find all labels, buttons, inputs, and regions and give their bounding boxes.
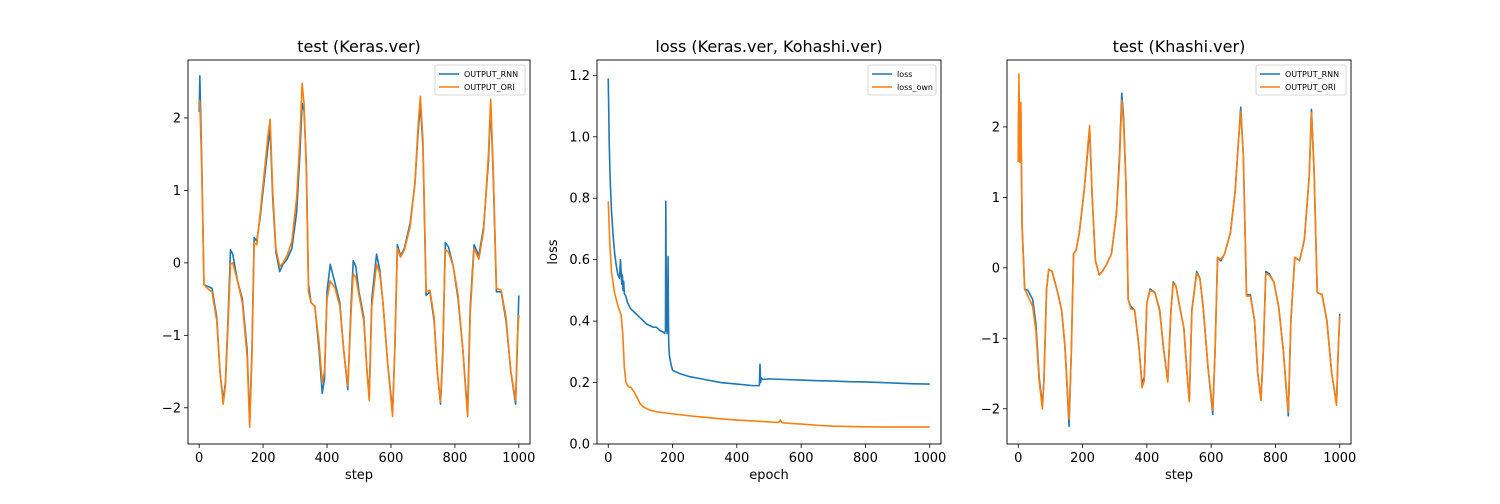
y-tick-label: 2: [173, 111, 181, 126]
y-tick-label: 1: [992, 191, 1000, 206]
plot-frame: [1006, 59, 1352, 445]
chart-panel-2: 0 200 400 600 800 1000 0.0 0.2 0.4 0.6 0.8 1.0 1.2 lo…: [546, 37, 946, 483]
x-tick-label: 200: [1070, 451, 1095, 466]
chart-panel-1: 0 200 400 600 800 1000 −2 −1 0 1 2 test (Keras.ver)…: [162, 37, 536, 483]
series-line-OUTPUT_ORI: [198, 82, 520, 429]
y-tick-label: 1: [173, 184, 181, 199]
y-tick-label: 0.8: [569, 192, 590, 207]
x-tick-label: 600: [1199, 451, 1224, 466]
chart-title: loss (Keras.ver, Kohashi.ver): [655, 37, 882, 56]
x-tick-label: 200: [660, 451, 685, 466]
x-tick-label: 1000: [502, 451, 535, 466]
y-axis-label: loss: [546, 239, 561, 264]
y-tick-label: 0: [173, 256, 181, 271]
y-tick-label: −2: [981, 402, 1000, 417]
x-tick-label: 800: [1263, 451, 1288, 466]
legend-label-loss: loss: [897, 70, 912, 79]
legend-label-OUTPUT_ORI: OUTPUT_ORI: [464, 83, 515, 92]
x-tick-label: 400: [315, 451, 340, 466]
x-tick-label: 800: [442, 451, 467, 466]
legend: OUTPUT_RNN OUTPUT_ORI: [1255, 64, 1347, 96]
x-tick-label: 0: [1014, 451, 1022, 466]
legend-label-OUTPUT_RNN: OUTPUT_RNN: [1285, 70, 1339, 79]
y-tick-label: 2: [992, 120, 1000, 135]
y-tick-label: 1.2: [569, 69, 590, 84]
series-line-loss: [607, 78, 930, 387]
y-tick-label: 0: [992, 261, 1000, 276]
x-tick-label: 200: [251, 451, 276, 466]
chart-title: test (Khashi.ver): [1113, 37, 1246, 56]
plot-frame: [596, 59, 942, 445]
x-tick-label: 400: [724, 451, 749, 466]
y-tick-label: −1: [981, 332, 1000, 347]
x-axis-label: step: [1165, 468, 1193, 483]
x-tick-label: 600: [379, 451, 404, 466]
series-line-OUTPUT_ORI: [1017, 73, 1341, 421]
x-tick-label: 800: [853, 451, 878, 466]
legend-label-OUTPUT_RNN: OUTPUT_RNN: [464, 70, 518, 79]
y-tick-label: 0.6: [569, 253, 590, 268]
legend-label-loss_own: loss_own: [897, 83, 933, 92]
x-tick-label: 0: [195, 451, 203, 466]
series-line-loss_own: [607, 201, 930, 428]
y-tick-label: −2: [162, 401, 181, 416]
y-tick-label: 0.0: [569, 438, 590, 453]
legend: loss loss_own: [867, 64, 937, 96]
y-tick-label: −1: [162, 329, 181, 344]
x-tick-label: 0: [604, 451, 612, 466]
x-tick-label: 400: [1134, 451, 1159, 466]
y-tick-label: 1.0: [569, 130, 590, 145]
x-tick-label: 600: [789, 451, 814, 466]
x-tick-label: 1000: [1323, 451, 1356, 466]
x-tick-label: 1000: [913, 451, 946, 466]
x-axis-label: step: [345, 468, 373, 483]
x-axis-label: epoch: [749, 468, 789, 483]
plot-frame: [187, 59, 531, 445]
legend: OUTPUT_RNN OUTPUT_ORI: [434, 64, 526, 96]
chart-title: test (Keras.ver): [297, 37, 421, 56]
legend-label-OUTPUT_ORI: OUTPUT_ORI: [1285, 83, 1336, 92]
chart-panel-3: 0 200 400 600 800 1000 −2 −1 0 1 2 test (Khashi.ver…: [981, 37, 1356, 483]
y-tick-label: 0.2: [569, 376, 590, 391]
y-tick-label: 0.4: [569, 315, 590, 330]
